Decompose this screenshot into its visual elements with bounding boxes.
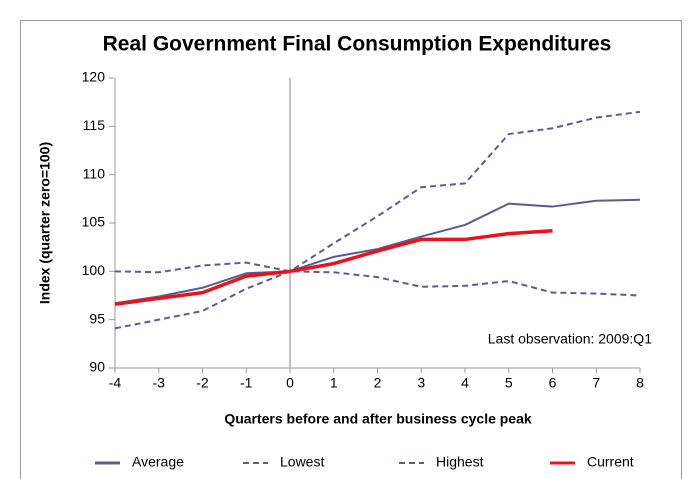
x-tick-label: 4 — [461, 375, 469, 391]
y-tick-label: 110 — [83, 165, 106, 181]
series-line — [114, 261, 641, 297]
series-line — [114, 198, 641, 305]
legend-label: Highest — [436, 454, 484, 470]
y-tick-label: 100 — [82, 262, 106, 278]
x-tick-label: 2 — [374, 375, 382, 391]
x-tick-label: 0 — [286, 375, 294, 391]
annotation: Last observation: 2009:Q1 — [488, 331, 652, 347]
y-tick-label: 90 — [89, 359, 105, 375]
x-tick-label: -1 — [240, 375, 253, 391]
x-tick-label: 5 — [505, 375, 513, 391]
series-line — [114, 110, 641, 330]
x-tick-label: -3 — [153, 375, 166, 391]
x-tick-label: 6 — [549, 375, 557, 391]
y-tick-label: 105 — [82, 214, 106, 230]
legend-label: Average — [132, 454, 184, 470]
legend-label: Lowest — [280, 454, 324, 470]
y-axis-label: Index (quarter zero=100) — [37, 142, 53, 304]
x-tick-label: -4 — [109, 375, 122, 391]
x-axis-label: Quarters before and after business cycle… — [224, 411, 532, 427]
x-tick-label: 8 — [636, 375, 644, 391]
y-tick-label: 115 — [83, 117, 106, 133]
legend-label: Current — [587, 454, 634, 470]
series-line — [114, 228, 553, 306]
frame — [20, 20, 682, 479]
x-tick-label: -2 — [196, 375, 209, 391]
y-tick-label: 95 — [89, 310, 105, 326]
x-tick-label: 7 — [592, 375, 600, 391]
x-tick-label: 3 — [417, 375, 425, 391]
chart-title: Real Government Final Consumption Expend… — [103, 33, 612, 56]
y-tick-label: 120 — [82, 69, 106, 85]
x-tick-label: 1 — [330, 375, 338, 391]
